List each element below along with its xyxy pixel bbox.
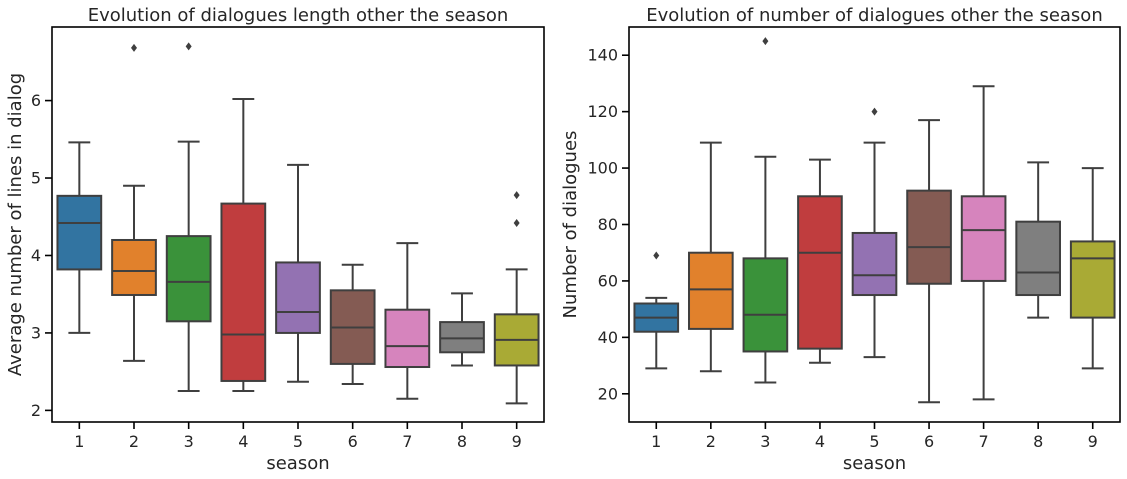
y-tick-label: 3 <box>31 323 41 342</box>
x-tick-label: 4 <box>238 432 248 451</box>
y-tick-label: 140 <box>587 46 618 65</box>
x-axis-label: season <box>266 453 329 474</box>
x-tick-label: 2 <box>129 432 139 451</box>
y-tick-label: 120 <box>587 102 618 121</box>
box-season-5 <box>275 163 321 383</box>
box-season-4 <box>797 158 843 364</box>
box-season-9 <box>493 191 540 405</box>
x-tick-label: 2 <box>706 432 716 451</box>
x-tick-label: 6 <box>924 432 934 451</box>
box-season-7 <box>960 85 1007 401</box>
x-tick-label: 6 <box>348 432 358 451</box>
box-iqr <box>165 235 212 323</box>
box-iqr <box>275 261 321 334</box>
box-iqr <box>220 202 267 382</box>
box-season-3 <box>165 42 212 393</box>
outlier-point <box>513 218 520 227</box>
chart-title: Evolution of number of dialogues other t… <box>646 5 1102 26</box>
box-season-5 <box>851 107 898 359</box>
box-iqr <box>797 195 843 350</box>
x-tick-label: 3 <box>184 432 194 451</box>
outlier-point <box>131 43 137 52</box>
box-season-1 <box>56 141 103 334</box>
x-tick-label: 4 <box>815 432 825 451</box>
box-iqr <box>906 189 952 285</box>
box-season-7 <box>384 242 431 400</box>
outlier-point <box>653 251 660 260</box>
y-tick-label: 40 <box>598 328 618 347</box>
outlier-point <box>185 42 192 51</box>
box-season-6 <box>329 263 376 386</box>
x-tick-label: 1 <box>74 432 84 451</box>
x-tick-label: 7 <box>402 432 412 451</box>
box-iqr <box>1015 220 1061 297</box>
y-tick-label: 20 <box>598 384 618 403</box>
y-tick-label: 6 <box>31 91 41 110</box>
box-season-4 <box>220 98 267 393</box>
y-tick-label: 100 <box>587 159 618 178</box>
y-tick-label: 80 <box>598 215 618 234</box>
y-tick-label: 5 <box>31 169 41 188</box>
box-season-8 <box>1015 161 1061 319</box>
x-tick-label: 5 <box>293 432 303 451</box>
box-iqr <box>111 238 157 296</box>
box-iqr <box>960 195 1007 282</box>
box-season-9 <box>1069 167 1116 370</box>
y-tick-label: 2 <box>31 401 41 420</box>
y-tick-label: 60 <box>598 271 618 290</box>
outlier-point <box>513 191 520 200</box>
y-tick-label: 4 <box>31 246 41 265</box>
box-season-1 <box>633 251 680 370</box>
x-tick-label: 5 <box>869 432 879 451</box>
box-iqr <box>56 194 103 271</box>
outlier-point <box>871 107 878 116</box>
chart-dialogue-length: Evolution of dialogues length other the … <box>5 5 545 474</box>
x-axis-label: season <box>843 453 906 474</box>
x-tick-label: 1 <box>651 432 661 451</box>
box-iqr <box>742 257 789 353</box>
y-axis-label: Number of dialogues <box>560 131 581 319</box>
x-tick-label: 8 <box>1033 432 1043 451</box>
y-axis-label: Average number of lines in dialog <box>5 73 26 376</box>
x-tick-label: 8 <box>457 432 467 451</box>
box-iqr <box>1069 240 1116 319</box>
box-season-2 <box>688 141 734 373</box>
box-season-8 <box>439 292 485 367</box>
x-tick-label: 9 <box>1088 432 1098 451</box>
outlier-point <box>762 37 769 46</box>
box-iqr <box>439 321 485 354</box>
x-tick-label: 7 <box>979 432 989 451</box>
box-iqr <box>688 251 734 330</box>
box-season-3 <box>742 37 789 384</box>
chart-title: Evolution of dialogues length other the … <box>88 5 509 26</box>
box-season-2 <box>111 43 157 362</box>
box-iqr <box>384 308 431 369</box>
x-tick-label: 3 <box>760 432 770 451</box>
box-iqr <box>851 231 898 297</box>
box-season-6 <box>906 119 952 404</box>
chart-dialogue-count: Evolution of number of dialogues other t… <box>560 5 1121 474</box>
x-tick-label: 9 <box>512 432 522 451</box>
